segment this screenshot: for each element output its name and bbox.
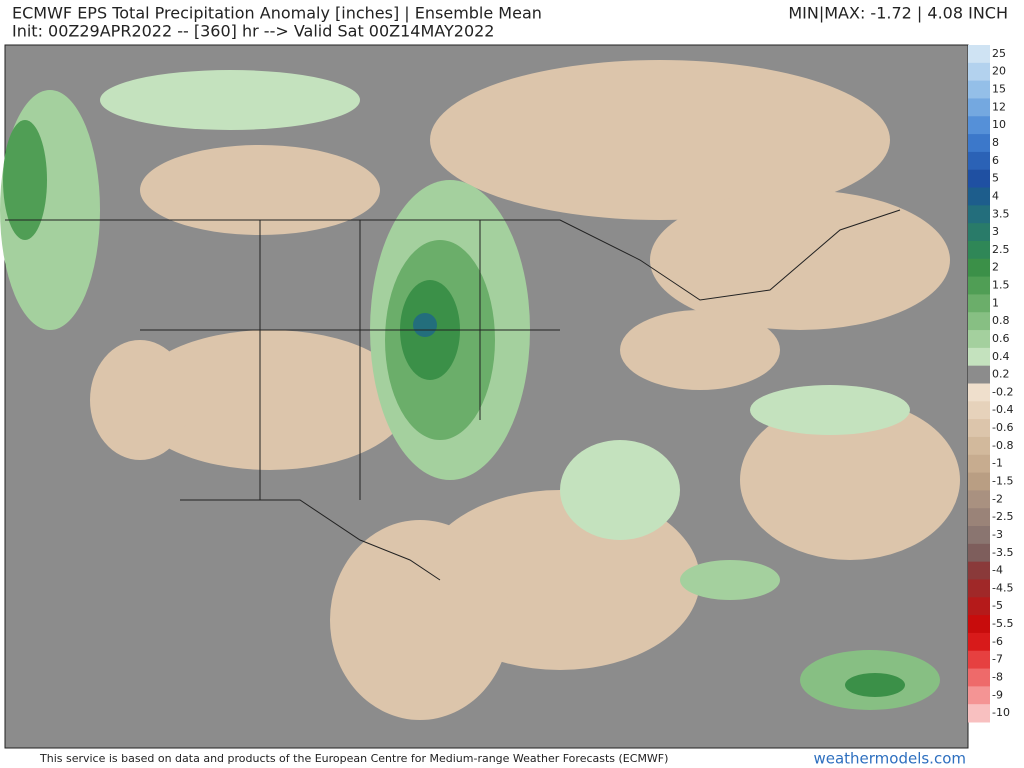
colorbar-swatch [968,151,990,171]
colorbar-swatch [968,312,990,331]
colorbar-swatch [968,704,990,723]
colorbar-swatch [968,169,990,189]
colorbar-label: 1.5 [992,279,1010,292]
colorbar-label: 2.5 [992,243,1010,256]
colorbar-label: -3.5 [992,546,1013,559]
map [0,44,969,749]
colorbar-swatch [968,650,990,670]
colorbar-label: 1 [992,296,999,309]
credit: This service is based on data and produc… [39,752,668,765]
colorbar-swatch [968,561,990,580]
site-link[interactable]: weathermodels.com [813,750,966,768]
colorbar-label: -0.6 [992,421,1013,434]
colorbar: 25 20 15 12 10 8 6 5 4 3.5 3 2.5 2 1.5 1 0.8 0.6 0.4 0.2 -0… [968,45,1013,723]
colorbar-label: -2 [992,492,1003,505]
colorbar-label: -10 [992,706,1010,719]
colorbar-swatch [968,276,990,295]
colorbar-label: 20 [992,65,1006,78]
colorbar-label: -4.5 [992,581,1013,594]
min-max: MIN|MAX: -1.72 | 4.08 INCH [788,4,1008,23]
colorbar-label: -0.8 [992,439,1013,452]
colorbar-label: 0.4 [992,350,1010,363]
colorbar-swatch [968,508,990,527]
colorbar-label: 3 [992,225,999,238]
colorbar-swatch [968,134,990,153]
colorbar-swatch [968,615,990,634]
colorbar-swatch [968,632,990,652]
colorbar-swatch [968,62,990,82]
colorbar-swatch [968,472,990,491]
colorbar-swatch [968,401,990,420]
colorbar-label: -0.4 [992,403,1013,416]
colorbar-label: 0.8 [992,314,1010,327]
colorbar-label: -1 [992,457,1003,470]
colorbar-label: 25 [992,47,1006,60]
colorbar-swatch [968,258,990,278]
colorbar-label: 5 [992,172,999,185]
colorbar-swatch [968,347,990,367]
colorbar-label: -2.5 [992,510,1013,523]
colorbar-label: 15 [992,83,1006,96]
init-line: Init: 00Z29APR2022 -- [360] hr --> Valid… [12,22,494,41]
colorbar-swatch [968,668,990,687]
colorbar-label: -0.2 [992,385,1013,398]
colorbar-swatch [968,490,990,509]
colorbar-label: 0.6 [992,332,1010,345]
colorbar-label: 8 [992,136,999,149]
colorbar-swatch [968,45,990,64]
colorbar-swatch [968,543,990,563]
colorbar-label: 2 [992,261,999,274]
colorbar-label: -4 [992,564,1003,577]
colorbar-swatch [968,526,990,545]
colorbar-label: -5 [992,599,1003,612]
colorbar-swatch [968,116,990,135]
colorbar-swatch [968,223,990,242]
title: ECMWF EPS Total Precipitation Anomaly [i… [12,4,542,23]
colorbar-swatch [968,187,990,206]
colorbar-swatch [968,454,990,474]
colorbar-label: -9 [992,688,1003,701]
colorbar-swatch [968,383,990,402]
colorbar-swatch [968,330,990,349]
colorbar-label: -3 [992,528,1003,541]
borders [5,209,901,581]
colorbar-swatch [968,240,990,260]
colorbar-label: 4 [992,189,999,202]
colorbar-swatch [968,205,990,224]
colorbar-swatch [968,436,990,456]
colorbar-label: 6 [992,154,999,167]
colorbar-label: 12 [992,100,1006,113]
colorbar-swatch [968,80,990,99]
colorbar-label: 3.5 [992,207,1010,220]
dry-areas [90,60,960,720]
colorbar-label: 10 [992,118,1006,131]
colorbar-label: -8 [992,670,1003,683]
colorbar-swatch [968,686,990,705]
colorbar-label: -6 [992,635,1003,648]
colorbar-swatch [968,579,990,598]
colorbar-swatch [968,294,990,313]
colorbar-label: -7 [992,653,1003,666]
colorbar-swatch [968,365,990,384]
colorbar-swatch [968,98,990,117]
colorbar-swatch [968,597,990,616]
colorbar-swatch [968,419,990,438]
colorbar-label: -5.5 [992,617,1013,630]
colorbar-label: 0.2 [992,368,1010,381]
colorbar-label: -1.5 [992,474,1013,487]
